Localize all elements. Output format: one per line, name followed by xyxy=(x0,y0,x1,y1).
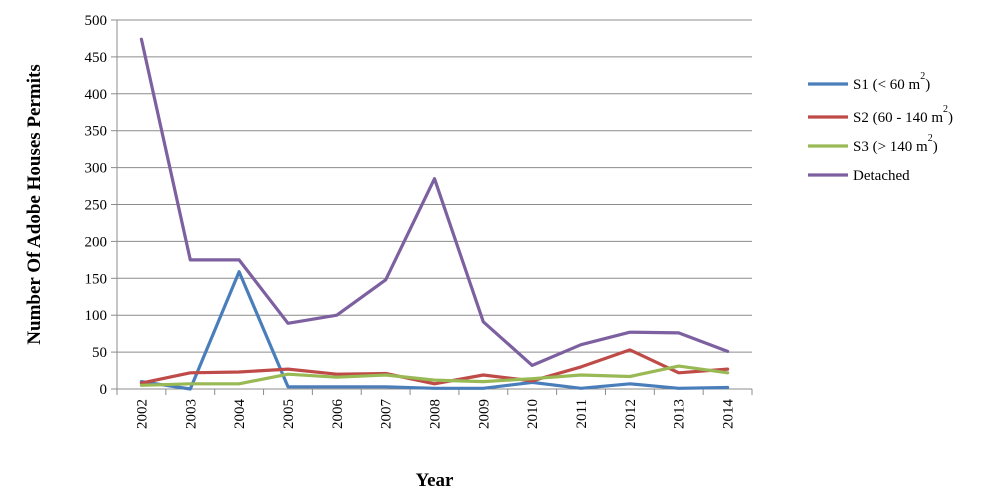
y-tick-label: 250 xyxy=(85,198,108,214)
x-tick-label: 2006 xyxy=(330,399,346,430)
legend-entry: Detached xyxy=(853,168,910,184)
x-tick-label: 2004 xyxy=(232,399,248,430)
y-axis-ticks: 0 50 100 150 200 250 300 350 400 450 500 xyxy=(85,13,117,398)
series-line xyxy=(139,364,730,387)
series-line xyxy=(139,270,730,391)
x-axis-title: Year xyxy=(416,470,455,491)
y-tick-label: 400 xyxy=(85,87,108,103)
x-tick-label: 2011 xyxy=(574,399,590,428)
y-tick-label: 200 xyxy=(85,234,108,250)
y-axis-title: Number Of Adobe Houses Permits xyxy=(24,64,45,344)
y-tick-label: 150 xyxy=(85,271,108,287)
x-tick-label: 2013 xyxy=(672,399,688,429)
x-tick-label: 2009 xyxy=(476,399,492,429)
y-tick-label: 0 xyxy=(100,382,108,398)
x-tick-label: 2007 xyxy=(379,399,395,430)
y-tick-label: 100 xyxy=(85,308,108,324)
y-tick-label: 50 xyxy=(92,345,107,361)
series-line xyxy=(139,348,730,386)
x-tick-label: 2012 xyxy=(623,399,639,429)
y-tick-label: 300 xyxy=(85,161,108,177)
legend: S1 (< 60 m2) S2 (60 - 140 m2) S3 (> 140 m2… xyxy=(808,71,953,184)
legend-entry: S3 (> 140 m2) xyxy=(853,133,938,155)
legend-entry: S2 (60 - 140 m2) xyxy=(853,104,953,126)
y-tick-label: 450 xyxy=(85,50,108,66)
x-tick-label: 2002 xyxy=(134,399,150,429)
x-tick-label: 2005 xyxy=(281,399,297,429)
x-axis-ticks: 2002 2003 2004 2005 2006 2007 2008 2009 2010 2011… xyxy=(116,389,753,430)
gridlines xyxy=(117,19,752,353)
series-line xyxy=(139,37,730,367)
series-lines xyxy=(139,37,730,391)
y-tick-label: 500 xyxy=(85,13,108,29)
x-tick-label: 2010 xyxy=(525,399,541,429)
x-tick-label: 2008 xyxy=(428,399,444,429)
legend-entry: S1 (< 60 m2) xyxy=(853,71,930,93)
y-tick-label: 350 xyxy=(85,124,108,140)
x-tick-label: 2014 xyxy=(721,399,737,430)
x-tick-label: 2003 xyxy=(183,399,199,429)
